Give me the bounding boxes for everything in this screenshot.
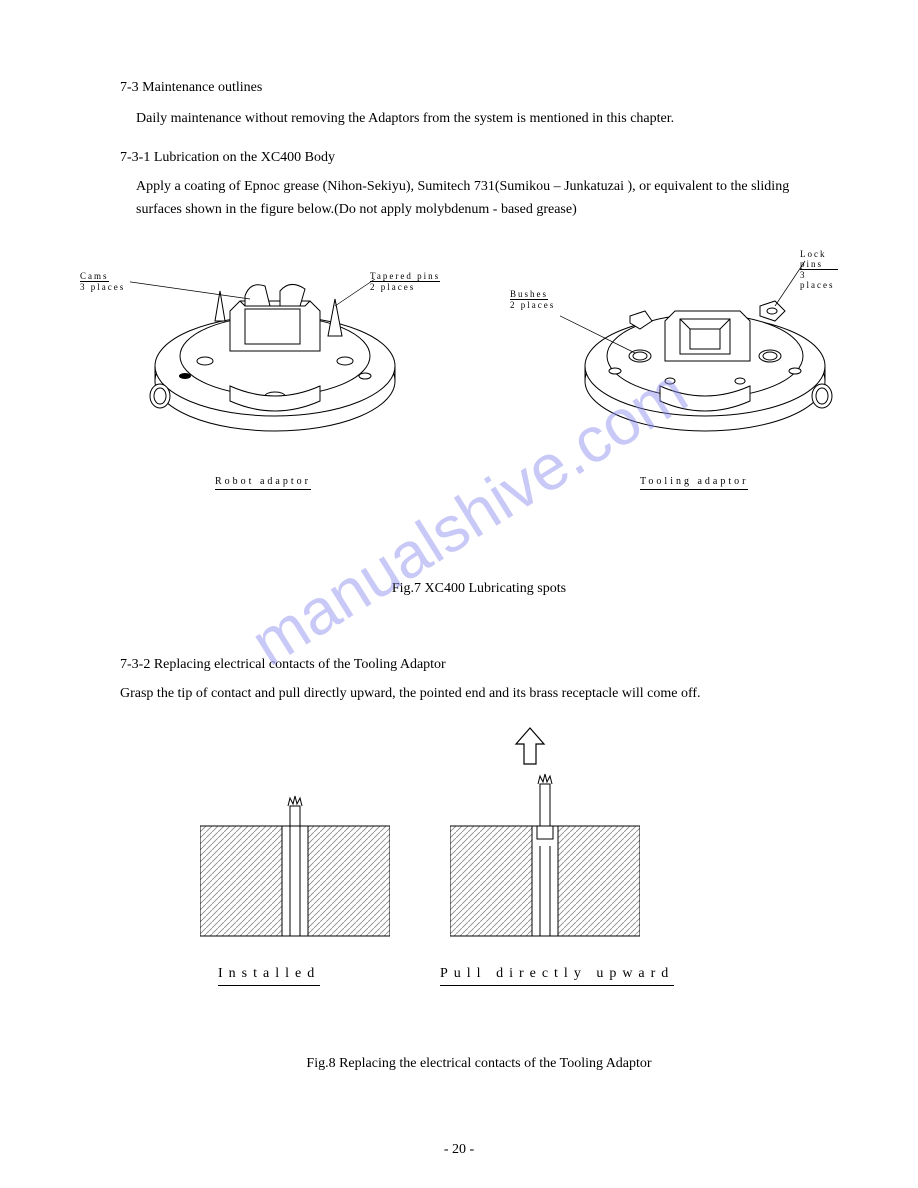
section-7-3-heading: 7-3 Maintenance outlines [120,80,838,96]
callout-bushes: Bushes 2 places [510,289,555,310]
callout-cams: Cams 3 places [80,271,125,292]
section-7-3-1-body: Apply a coating of Epnoc grease (Nihon-S… [136,176,838,221]
section-7-3-2-heading: 7-3-2 Replacing electrical contacts of t… [120,657,838,673]
figure-8-caption: Fig.8 Replacing the electrical contacts … [120,1056,838,1072]
pull-arrow-icon [510,726,550,771]
fig8-installed-label: Installed [218,966,320,986]
fig8-pull-label: Pull directly upward [440,966,674,986]
callout-bushes-sub: 2 places [510,300,555,310]
tooling-adaptor-caption: Tooling adaptor [640,476,748,490]
callout-cams-label: Cams [80,271,109,282]
callout-bushes-label: Bushes [510,289,548,300]
robot-adaptor-drawing [130,251,410,461]
contact-pulled-drawing [450,766,640,946]
figure-7-caption: Fig.7 XC400 Lubricating spots [120,581,838,597]
page-number: - 20 - [0,1142,918,1158]
contact-installed-drawing [200,766,390,946]
tooling-adaptor-drawing [560,251,840,461]
robot-adaptor-caption: Robot adaptor [215,476,311,490]
figure-7-container: Cams 3 places Tapered pins 2 places [120,251,838,511]
section-7-3-body: Daily maintenance without removing the A… [136,108,838,130]
figure-8-container: Installed Pull directly upward [120,736,838,1016]
section-7-3-1-heading: 7-3-1 Lubrication on the XC400 Body [120,150,838,166]
section-7-3-2-body: Grasp the tip of contact and pull direct… [120,683,838,705]
callout-cams-sub: 3 places [80,282,125,292]
